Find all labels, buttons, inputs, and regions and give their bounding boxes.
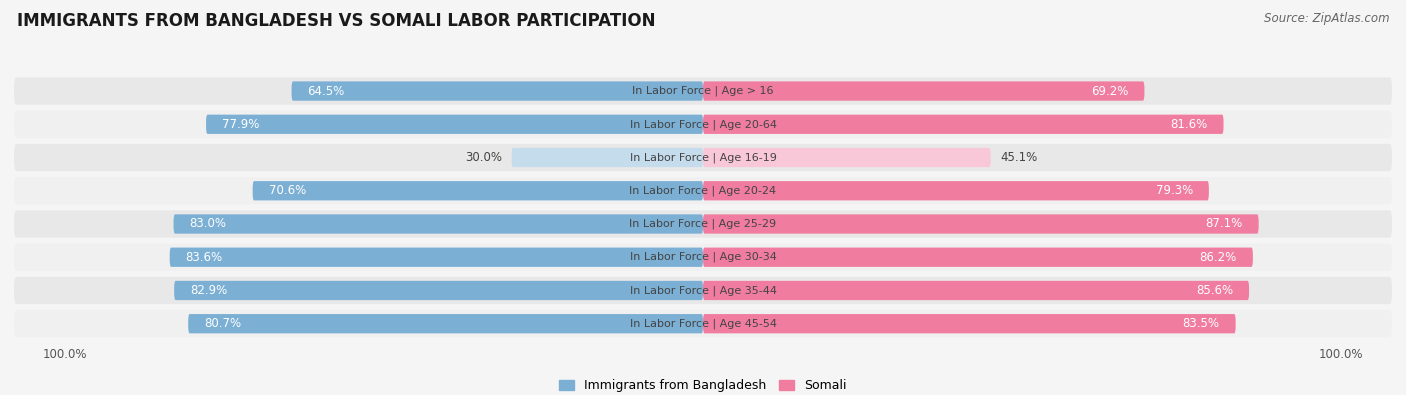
FancyBboxPatch shape (14, 111, 1392, 138)
Text: 80.7%: 80.7% (204, 317, 242, 330)
FancyBboxPatch shape (14, 211, 1392, 238)
Text: In Labor Force | Age 25-29: In Labor Force | Age 25-29 (630, 219, 776, 229)
FancyBboxPatch shape (188, 314, 703, 333)
Text: In Labor Force | Age 45-54: In Labor Force | Age 45-54 (630, 318, 776, 329)
Text: 83.6%: 83.6% (186, 251, 222, 264)
FancyBboxPatch shape (14, 77, 1392, 105)
FancyBboxPatch shape (173, 214, 703, 233)
Text: In Labor Force | Age 16-19: In Labor Force | Age 16-19 (630, 152, 776, 163)
Text: IMMIGRANTS FROM BANGLADESH VS SOMALI LABOR PARTICIPATION: IMMIGRANTS FROM BANGLADESH VS SOMALI LAB… (17, 12, 655, 30)
FancyBboxPatch shape (253, 181, 703, 200)
Text: 70.6%: 70.6% (269, 184, 307, 197)
FancyBboxPatch shape (14, 177, 1392, 204)
FancyBboxPatch shape (512, 148, 703, 167)
Text: 83.5%: 83.5% (1182, 317, 1219, 330)
FancyBboxPatch shape (703, 148, 991, 167)
Text: 30.0%: 30.0% (465, 151, 502, 164)
FancyBboxPatch shape (14, 244, 1392, 271)
Text: In Labor Force | Age 20-64: In Labor Force | Age 20-64 (630, 119, 776, 130)
Text: 86.2%: 86.2% (1199, 251, 1237, 264)
FancyBboxPatch shape (703, 314, 1236, 333)
Text: 69.2%: 69.2% (1091, 85, 1129, 98)
FancyBboxPatch shape (174, 281, 703, 300)
Text: 87.1%: 87.1% (1205, 218, 1243, 231)
Text: 83.0%: 83.0% (190, 218, 226, 231)
Text: 81.6%: 81.6% (1170, 118, 1208, 131)
FancyBboxPatch shape (703, 81, 1144, 101)
Text: 79.3%: 79.3% (1156, 184, 1192, 197)
Text: 85.6%: 85.6% (1197, 284, 1233, 297)
FancyBboxPatch shape (703, 181, 1209, 200)
Text: 77.9%: 77.9% (222, 118, 259, 131)
Text: 82.9%: 82.9% (190, 284, 228, 297)
Legend: Immigrants from Bangladesh, Somali: Immigrants from Bangladesh, Somali (554, 374, 852, 395)
FancyBboxPatch shape (14, 144, 1392, 171)
Text: 64.5%: 64.5% (308, 85, 344, 98)
FancyBboxPatch shape (14, 310, 1392, 337)
Text: Source: ZipAtlas.com: Source: ZipAtlas.com (1264, 12, 1389, 25)
FancyBboxPatch shape (14, 277, 1392, 304)
FancyBboxPatch shape (207, 115, 703, 134)
Text: 45.1%: 45.1% (1000, 151, 1038, 164)
Text: In Labor Force | Age 30-34: In Labor Force | Age 30-34 (630, 252, 776, 263)
Text: In Labor Force | Age 20-24: In Labor Force | Age 20-24 (630, 186, 776, 196)
Text: In Labor Force | Age > 16: In Labor Force | Age > 16 (633, 86, 773, 96)
FancyBboxPatch shape (703, 281, 1249, 300)
FancyBboxPatch shape (703, 248, 1253, 267)
FancyBboxPatch shape (703, 214, 1258, 233)
Text: In Labor Force | Age 35-44: In Labor Force | Age 35-44 (630, 285, 776, 296)
FancyBboxPatch shape (291, 81, 703, 101)
FancyBboxPatch shape (170, 248, 703, 267)
FancyBboxPatch shape (703, 115, 1223, 134)
